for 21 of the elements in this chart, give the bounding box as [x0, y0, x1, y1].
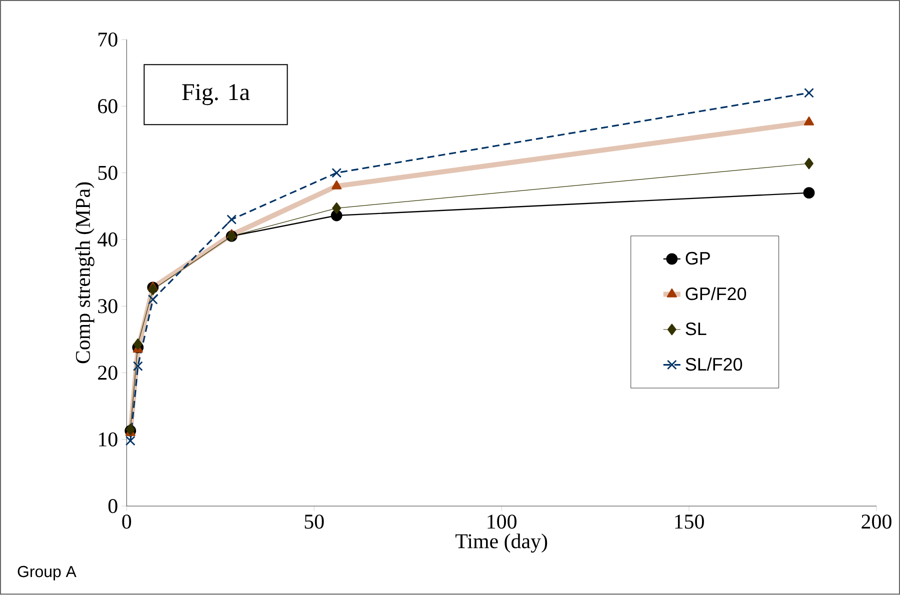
- text: Group A: [18, 566, 76, 581]
- x-tick-label: 50: [304, 514, 324, 529]
- annotation: Fig. 1a: [182, 84, 250, 106]
- x-tick-label: 200: [862, 514, 892, 529]
- x-tick-label: 150: [675, 514, 704, 529]
- x-tick-label: 0: [122, 514, 132, 529]
- y-tick-label: 40: [98, 232, 118, 247]
- y-tick-label: 10: [99, 432, 118, 447]
- legend-label: GP/F20: [686, 287, 746, 300]
- y-tick-label: 50: [98, 166, 118, 180]
- y-tick-label: 70: [98, 32, 118, 47]
- y-tick-label: 20: [98, 366, 118, 380]
- legend-label: SL: [686, 322, 706, 336]
- y-axis-title: Comp strength (MPa): [75, 182, 94, 364]
- x-axis-title: Time (day): [455, 534, 548, 553]
- y-tick-label: 0: [108, 499, 118, 514]
- legend-label: GP: [686, 252, 710, 265]
- x-tick-label: 100: [488, 514, 516, 529]
- y-tick-label: 60: [98, 99, 118, 114]
- y-tick-label: 30: [98, 299, 118, 314]
- legend-label: SL/F20: [686, 358, 742, 371]
